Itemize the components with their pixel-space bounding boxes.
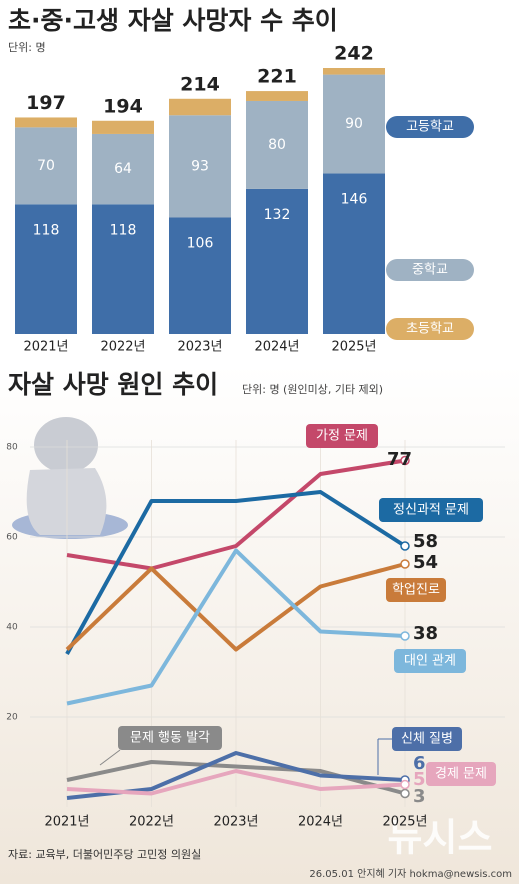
value-label: 93 [191, 158, 209, 174]
x-tick-label: 2022년 [100, 340, 145, 355]
end-value-label: 5 [413, 769, 426, 790]
end-point [400, 788, 410, 799]
y-tick-label: 20 [6, 713, 18, 723]
x-tick-label: 2023년 [177, 340, 222, 355]
end-value-label: 58 [413, 531, 438, 552]
chart-title: 초·중·고생 자살 사망자 수 추이 [8, 6, 338, 35]
value-label: 64 [114, 161, 132, 177]
legend-box [394, 649, 466, 673]
legend-box [386, 116, 474, 138]
unit-label: 단위: 명 (원인미상, 기타 제외) [242, 383, 383, 396]
leader-line [99, 749, 121, 766]
total-label: 221 [257, 66, 297, 88]
bar-segment [92, 204, 154, 334]
bar-segment [323, 68, 385, 75]
y-tick-label: 80 [6, 443, 18, 453]
x-tick-label: 2024년 [298, 815, 343, 830]
legend-label: 가정 문제 [316, 429, 368, 444]
end-value-label: 38 [413, 623, 438, 644]
value-label: 106 [187, 235, 214, 251]
value-label: 70 [37, 158, 55, 174]
legend-box [386, 578, 446, 602]
chart-title: 자살 사망 원인 추이 [8, 370, 218, 399]
bar-segment [169, 217, 231, 334]
legend-label: 정신과적 문제 [393, 503, 469, 518]
legend-box [386, 259, 474, 281]
end-value-label: 54 [413, 552, 438, 573]
line-series [65, 562, 406, 652]
y-tick-label: 40 [6, 623, 18, 633]
line-series [66, 548, 406, 706]
legend-box [386, 318, 474, 340]
x-tick-label: 2022년 [129, 815, 174, 830]
value-label: 6 [350, 55, 359, 71]
y-tick-label: 60 [6, 533, 18, 543]
end-value-label: 3 [413, 786, 426, 807]
end-point [400, 779, 410, 790]
bar-segment [15, 127, 77, 205]
figure-illustration [12, 417, 128, 539]
legend-box [118, 726, 222, 750]
total-label: 197 [26, 92, 66, 114]
legend-label: 경제 문제 [435, 767, 487, 782]
bar-segment [246, 188, 308, 334]
legend-label: 대인 관계 [404, 654, 456, 669]
x-tick-label: 2025년 [331, 340, 376, 355]
legend-box [379, 498, 483, 522]
line-series [65, 490, 407, 655]
unit-label: 단위: 명 [8, 41, 46, 54]
credit: 26.05.01 안지혜 기자 hokma@newsis.com [309, 868, 512, 880]
line-series [66, 769, 406, 796]
source: 자료: 교육부, 더불어민주당 고민정 의원실 [8, 848, 201, 861]
end-point [400, 559, 410, 569]
bar-segment [246, 91, 308, 101]
legend-label: 학업진로 [392, 583, 440, 598]
x-tick-label: 2023년 [213, 815, 258, 830]
end-value-label: 6 [413, 753, 426, 774]
total-label: 214 [180, 73, 220, 95]
legend-box [426, 762, 496, 786]
x-tick-label: 2021년 [44, 815, 89, 830]
total-label: 242 [334, 43, 374, 65]
logo: 뉴시스 [388, 816, 493, 860]
legend-label: 신체 질병 [401, 732, 453, 747]
value-label: 118 [110, 222, 137, 238]
value-label: 118 [33, 222, 60, 238]
x-tick-label: 2021년 [23, 340, 68, 355]
bar-segment [169, 98, 231, 116]
legend-box [306, 424, 378, 448]
bar-segment [92, 133, 154, 205]
bar-segment [15, 204, 77, 334]
legend-label: 초등학교 [406, 322, 454, 337]
value-label: 80 [268, 137, 286, 153]
value-label: 132 [264, 207, 291, 223]
value-label: 146 [341, 192, 368, 208]
end-value-label: 77 [387, 449, 412, 470]
bar-segment [92, 120, 154, 134]
end-point [400, 455, 410, 466]
end-point [400, 541, 410, 551]
x-tick-label: 2025년 [382, 815, 427, 830]
end-point [400, 631, 410, 641]
value-label: 90 [345, 116, 363, 132]
bar-segment [246, 100, 308, 189]
total-label: 194 [103, 95, 143, 117]
bar-segment [169, 115, 231, 218]
bar-segment [15, 117, 77, 128]
x-tick-label: 2024년 [254, 340, 299, 355]
legend-label: 문제 행동 발각 [130, 730, 210, 746]
legend-label: 고등학교 [406, 120, 454, 135]
legend-box [392, 727, 462, 751]
bar-segment [323, 74, 385, 174]
line-series [66, 458, 406, 571]
legend-label: 중학교 [412, 263, 448, 278]
bar-segment [323, 173, 385, 334]
